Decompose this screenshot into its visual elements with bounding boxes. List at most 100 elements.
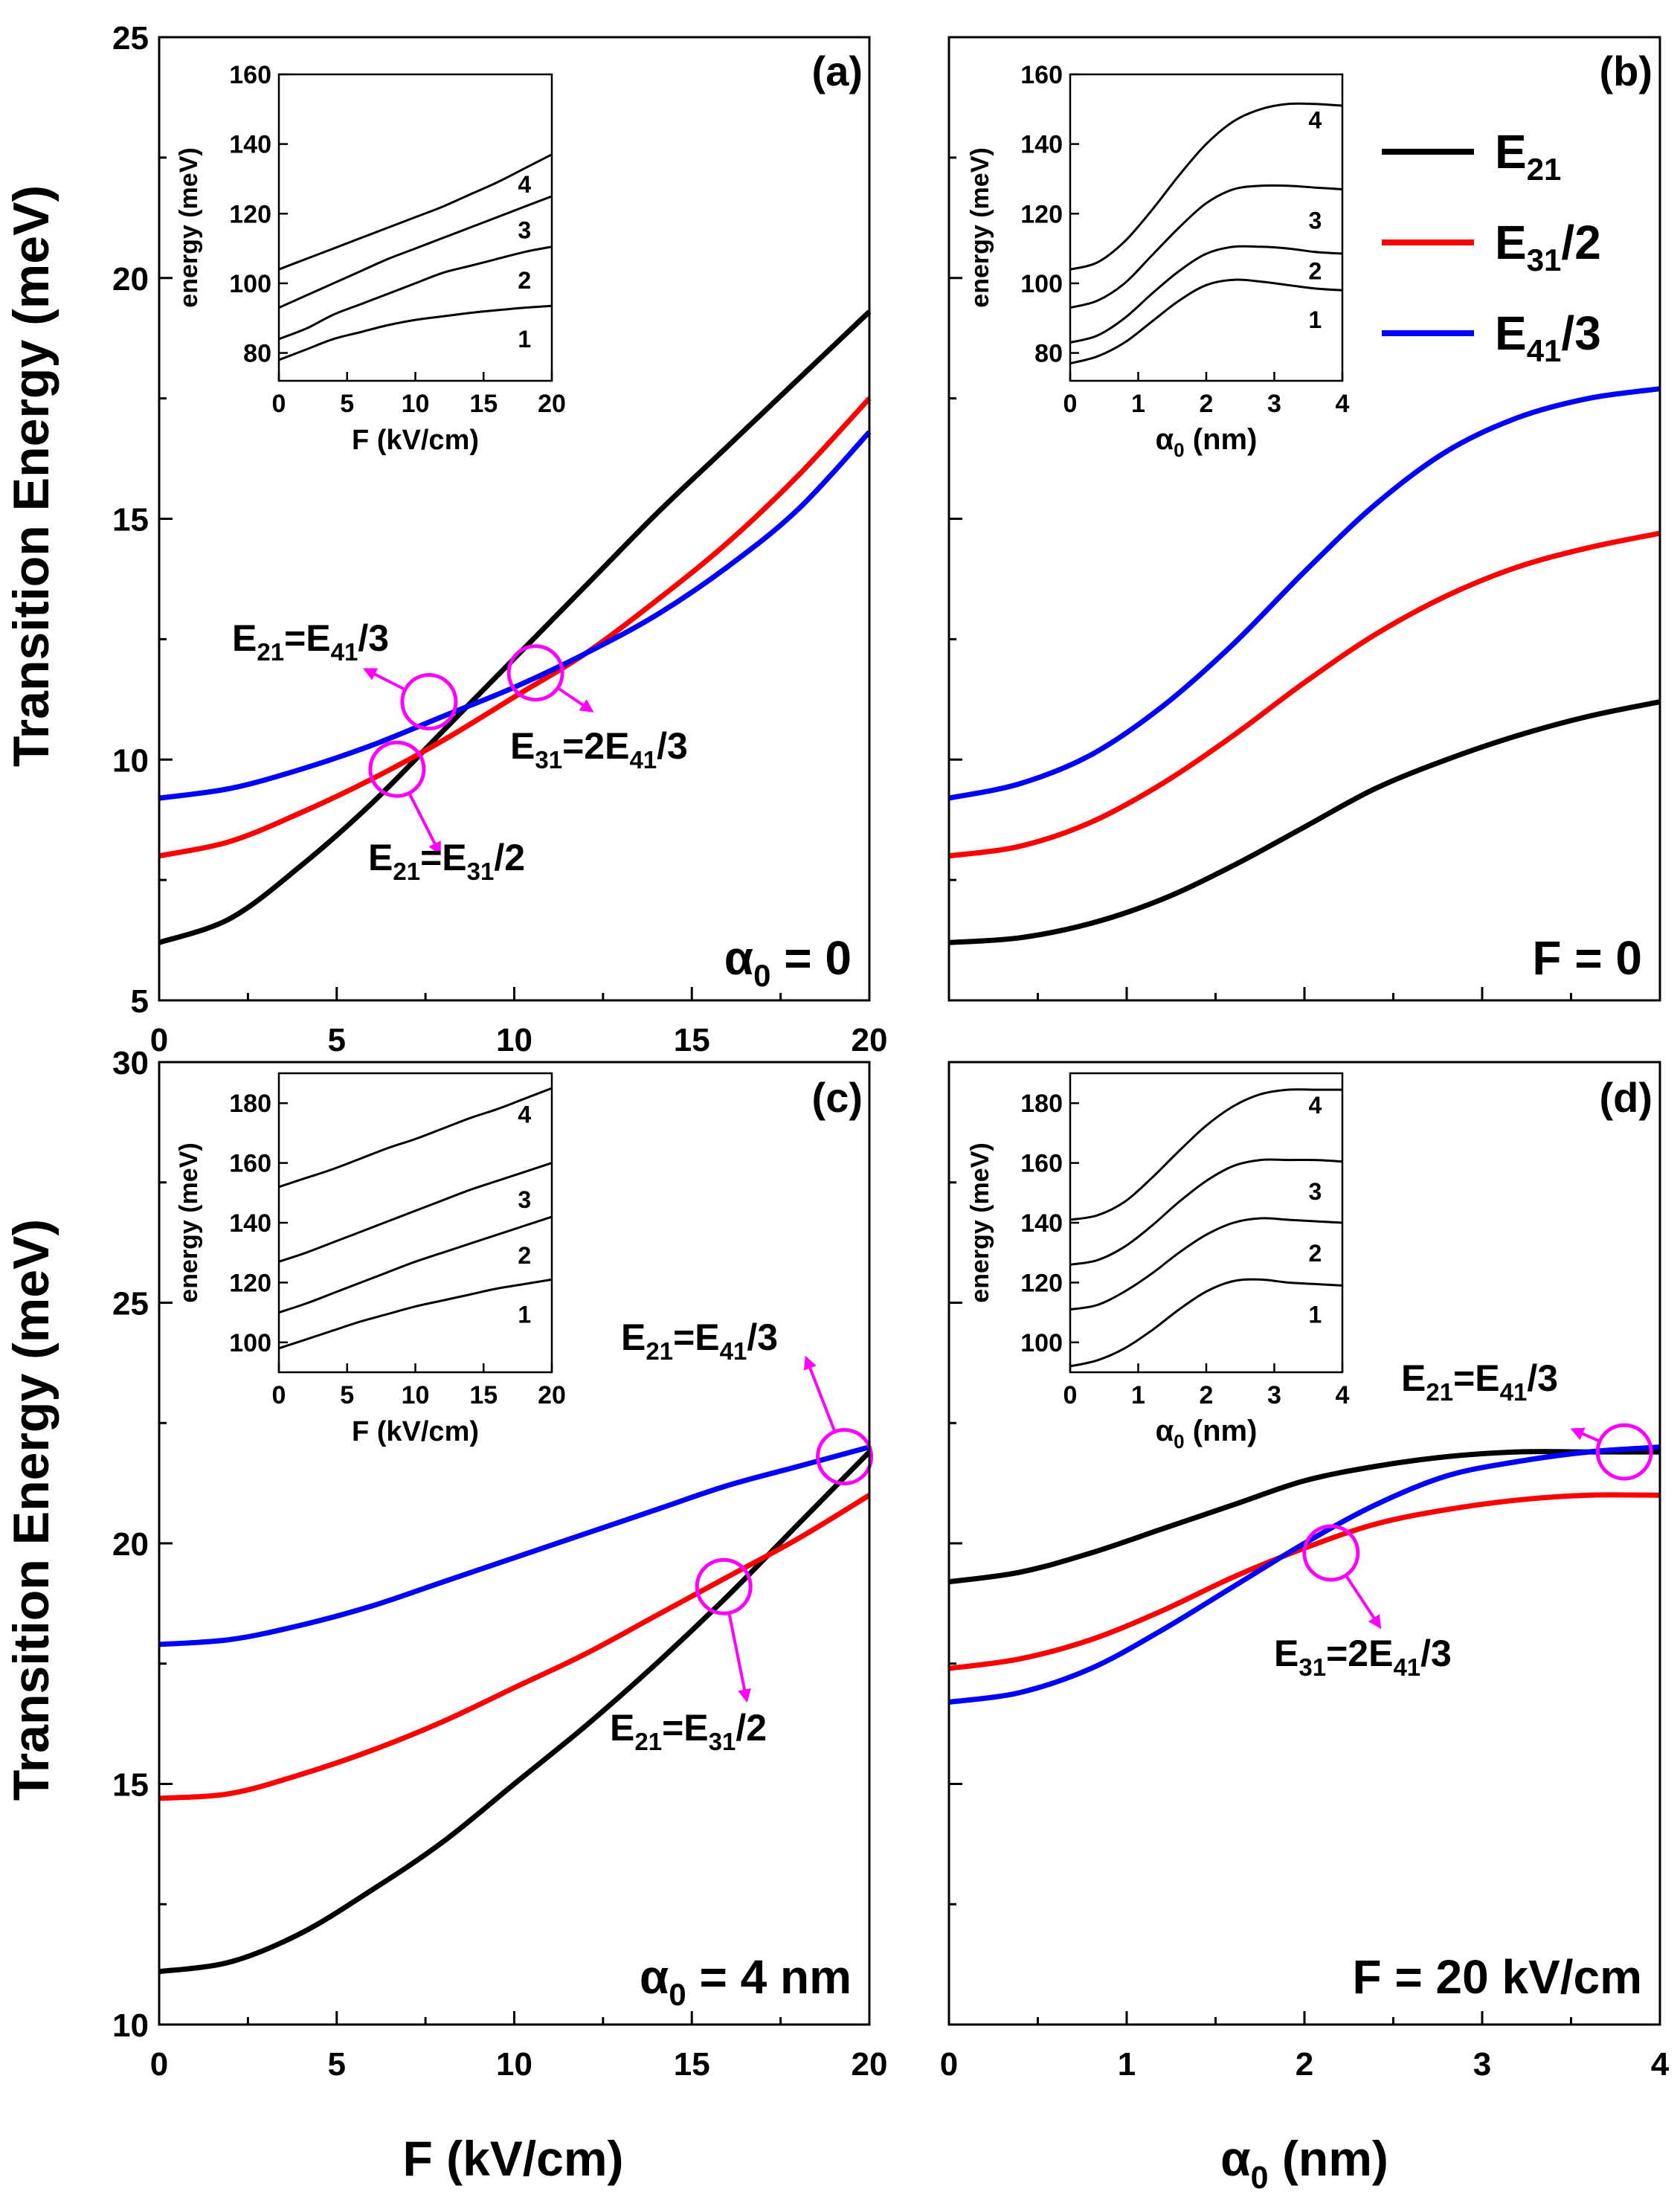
y-tick-label: 25 [112, 20, 149, 57]
inset-curve-2 [1069, 245, 1343, 344]
inset-frame [1069, 1072, 1344, 1374]
inset-frame [277, 73, 553, 382]
inset-background [279, 74, 552, 381]
series-line-e31-2 [158, 1493, 871, 1801]
text-span: /2 [736, 1707, 767, 1749]
inset-y-axis-label: energy (meV) [175, 147, 203, 307]
inset-y-tick-label: 160 [1020, 1150, 1063, 1178]
x-tick-label: 20 [852, 2046, 888, 2083]
y-tick-label: 15 [112, 1767, 149, 1804]
inset-x-axis-label: α0 (nm) [1156, 423, 1258, 461]
inset-x-tick-label: 2 [1200, 390, 1214, 418]
inset-curve-label: 1 [518, 1302, 531, 1328]
inset-x-tick-label: 4 [1336, 1381, 1350, 1409]
y-tick-label: 5 [131, 983, 149, 1020]
panel-label: (d) [1599, 1074, 1652, 1121]
x-tick-label: 10 [496, 1022, 532, 1058]
inset-x-tick-label: 0 [272, 390, 286, 418]
text-span: =2E [562, 725, 629, 767]
inset-y-axis-label: energy (meV) [966, 147, 994, 307]
crossing-arrow-head [1368, 1614, 1382, 1630]
inset-y-tick-label: 100 [229, 270, 271, 298]
inset-y-tick-label: 120 [229, 200, 271, 228]
x-axis-label-right: α0 (nm) [1220, 2131, 1388, 2196]
inset-curve-4 [1069, 102, 1343, 271]
inset-x-tick-label: 20 [538, 1381, 566, 1409]
crossing-annotation-label: E21=E41/3 [232, 617, 389, 666]
subscript: 21 [393, 858, 420, 885]
crossing-marker-circle [1302, 1524, 1360, 1582]
inset-curve-1 [1069, 278, 1343, 365]
panel-a: 0 5 10 15 20510152025E21=E41/3E31=2E41/3E21=… [112, 20, 887, 1058]
inset-background [1070, 1073, 1342, 1372]
panel-frame [158, 36, 871, 1002]
inset-y-tick-label: 100 [229, 1329, 271, 1357]
inset-curve-2 [278, 1215, 553, 1314]
x-tick-label: 3 [1473, 2046, 1491, 2083]
y-tick-label: 30 [112, 1045, 149, 1081]
text-span: /3 [1527, 1357, 1558, 1399]
series-line-e41-3 [948, 386, 1661, 801]
subscript: 21 [1426, 1378, 1453, 1406]
panel-label: (a) [812, 48, 863, 94]
inset-y-tick-label: 140 [1020, 1209, 1063, 1238]
inset-curve-label: 4 [518, 171, 531, 198]
inset-curve-label: 1 [1309, 306, 1322, 333]
inset-curve-label: 2 [1309, 1240, 1322, 1267]
text-span: E [1401, 1357, 1426, 1399]
inset-x-tick-label: 15 [469, 390, 498, 418]
x-tick-label: 4 [1651, 2046, 1670, 2083]
subscript: 41 [1393, 1653, 1420, 1681]
text-span: =E [673, 1316, 720, 1358]
panel-condition-label: F = 20 kV/cm [1352, 1950, 1642, 2004]
inset-curve-label: 4 [518, 1101, 531, 1128]
x-tick-label: 15 [674, 1022, 710, 1058]
inset-y-tick-label: 140 [229, 1209, 271, 1238]
text-span: F [1352, 1950, 1381, 2004]
subscript: 21 [646, 1337, 673, 1365]
inset-x-tick-label: 1 [1131, 1381, 1145, 1409]
inset-y-tick-label: 160 [1020, 61, 1063, 89]
text-span: /3 [358, 617, 389, 659]
subscript: 21 [1527, 152, 1562, 187]
inset-y-tick-label: 180 [229, 1090, 271, 1118]
series-line-e41-3 [158, 1444, 870, 1647]
crossing-marker-circle [400, 673, 458, 731]
text-span: E [232, 617, 257, 659]
subscript: 0 [1174, 439, 1184, 461]
text-span: =E [1453, 1357, 1500, 1399]
inset-x-axis-label: F (kV/cm) [352, 1416, 479, 1447]
inset-y-axis-label: energy (meV) [175, 1142, 203, 1302]
series-line-e31-2 [158, 396, 872, 859]
inset-y-tick-label: 140 [1020, 131, 1063, 159]
crossing-arrow-head [738, 1688, 751, 1703]
panel-frame [947, 36, 1661, 1002]
text-span: E [510, 725, 535, 767]
panel-label: (b) [1599, 48, 1652, 94]
legend-label: E41/3 [1495, 306, 1601, 368]
text-span: E [610, 1707, 634, 1749]
x-axis-label-left: F (kV/cm) [402, 2131, 623, 2186]
panel-frame [947, 1061, 1661, 2026]
crossing-annotation-label: E21=E31/2 [368, 837, 525, 885]
inset-y-tick-label: 120 [1020, 200, 1063, 228]
inset-x-axis-label: F (kV/cm) [352, 425, 479, 456]
inset-x-tick-label: 5 [340, 390, 354, 418]
inset-x-tick-label: 20 [538, 390, 566, 418]
text-span: /2 [1561, 216, 1600, 269]
y-tick-label: 10 [112, 742, 149, 779]
inset-curve-3 [278, 1162, 553, 1263]
series-line-e21 [948, 1449, 1660, 1585]
y-tick-label: 10 [112, 2007, 149, 2044]
inset-curve-label: 2 [1309, 257, 1322, 284]
inset-curve-1 [278, 304, 553, 361]
inset-curve-1 [278, 1278, 553, 1350]
inset-curve-label: 4 [1309, 106, 1322, 133]
series-line-e21 [158, 1450, 872, 1975]
crossing-marker-circle [506, 644, 564, 702]
crossing-annotation-label: E21=E41/3 [621, 1316, 778, 1365]
crossing-arrow-head [428, 840, 441, 856]
